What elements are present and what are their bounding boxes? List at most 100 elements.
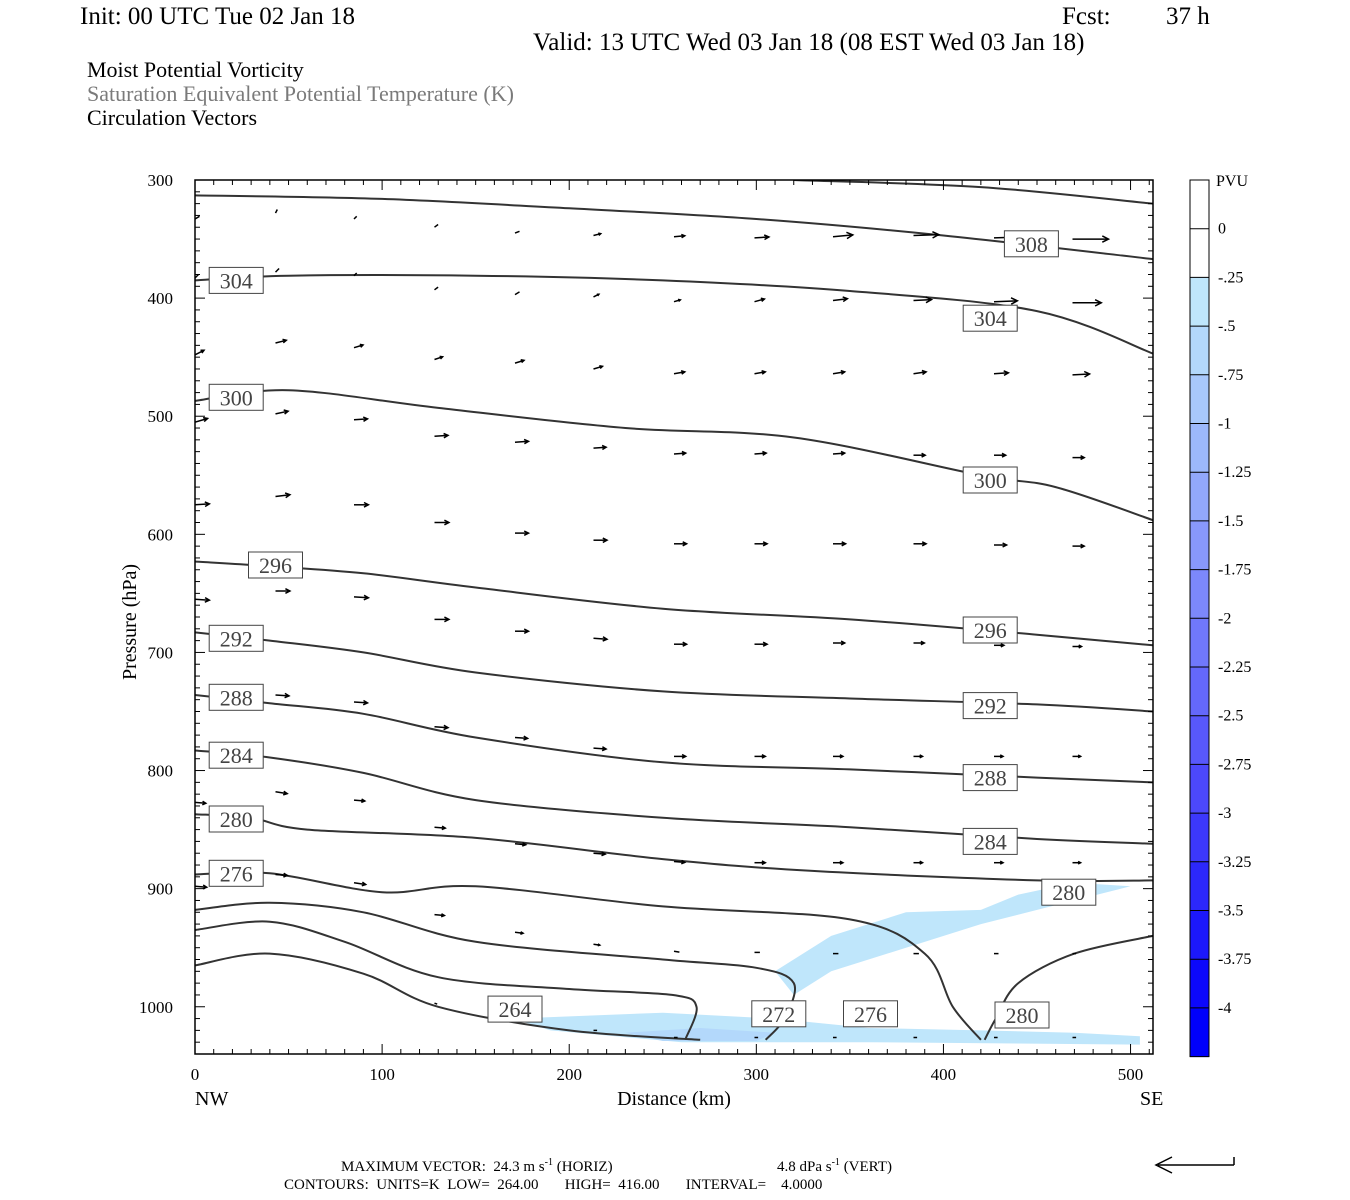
colorbar-swatch [1190,861,1209,911]
circulation-vector [514,438,531,445]
colorbar-units-label: PVU [1216,173,1248,190]
contour-268 [195,920,698,1041]
circulation-vector [913,640,926,646]
vector-head [200,349,206,354]
circulation-vector [515,530,531,536]
circulation-vector [353,272,358,277]
vector-head [1094,299,1103,307]
circulation-vector [593,636,609,642]
vector-head [444,519,451,526]
circulation-vector [994,754,1005,759]
vector-head [602,636,609,642]
vector-head [1080,543,1086,549]
circulation-vector [674,541,689,547]
vector-shaft [593,747,607,750]
vector-head [677,298,682,302]
contour-label: 292 [962,692,1018,720]
vector-head [601,851,607,857]
contour-304 [195,274,1153,355]
colorbar-swatch [1190,180,1209,230]
x-tick-label: 500 [1118,1065,1144,1084]
contour-272 [195,901,796,1041]
colorbar-level-label: -1.25 [1218,464,1251,481]
vector-head [284,692,291,699]
circulation-vector [754,641,769,647]
vector-shaft [275,410,289,415]
colorbar-level-label: -3.75 [1218,951,1251,968]
contour-label-text: 308 [1015,232,1048,257]
colorbar-level-label: -1.75 [1218,562,1251,579]
circulation-vector [353,798,367,804]
vector-head [362,416,370,422]
circulation-vector [754,234,771,241]
colorbar-swatch [1190,423,1209,473]
vector-head [520,359,526,364]
circulation-vector [434,223,439,228]
circulation-vector [593,444,608,451]
contour-label-box [248,551,303,579]
circulation-vector [754,297,766,303]
contour-label-text: 280 [1006,1003,1039,1028]
circulation-vector [593,746,608,752]
vector-shaft [1072,373,1090,376]
colorbar-level-label: -2.25 [1218,659,1251,676]
circulation-vector [674,753,688,759]
circulation-vector [754,541,769,547]
vector-shaft [754,298,765,303]
vector-shaft [195,598,210,601]
circulation-vector [593,293,601,298]
vector-shaft [275,791,288,795]
vector-shaft [353,272,358,277]
contour-label-text: 292 [220,626,253,651]
vector-head [842,296,850,303]
circulation-vector [754,860,767,866]
contour-label-box [208,859,264,887]
contour-308 [793,180,1153,205]
vector-shaft [593,637,608,640]
contour-label-text: 284 [974,829,1007,854]
max-vector-horiz-tag: (HORIZ) [556,1159,613,1175]
x-tick-label: 400 [931,1065,957,1084]
colorbar-swatch [1190,374,1209,424]
circulation-vector [434,519,451,526]
vector-shaft [195,417,208,423]
circulation-vector [673,859,687,865]
vector-head [202,800,208,806]
vector-head [681,753,688,759]
contour-264 [195,952,701,1041]
colorbar-level-label: -3 [1218,805,1231,822]
x-tick-label: 100 [369,1065,395,1084]
vector-shaft [993,300,1018,303]
circulation-vector [274,209,278,214]
y-tick-label: 300 [148,171,174,190]
contour-label-box [962,692,1018,720]
max-vector-vert-exponent: -1 [831,1157,840,1168]
vector-shaft [434,223,439,228]
contour-label-text: 304 [974,306,1007,331]
vector-head [932,231,941,239]
field-title-vectors: Circulation Vectors [87,105,258,130]
x-axis-label: Distance (km) [617,1088,731,1110]
vector-shaft [913,233,939,237]
colorbar-level-label: -.25 [1218,269,1243,286]
vector-head [761,860,767,866]
forecast-label: Fcst: [1062,3,1111,30]
contour-label: 280 [994,1001,1050,1029]
max-vector-horiz: 24.3 m s [493,1159,545,1175]
circulation-vector [274,267,280,273]
vector-head [359,343,365,348]
vector-head [1000,643,1006,648]
vector-shaft [754,452,767,455]
contour-label-text: 288 [974,766,1007,791]
vector-shaft [353,418,368,421]
colorbar-swatch [1190,1007,1209,1058]
contour-label-box [208,683,264,711]
vector-head [523,438,531,445]
colorbar-level-label: -2.75 [1218,756,1251,773]
contour-308 [195,194,1153,261]
vector-head [523,735,530,741]
circulation-vector [514,359,526,364]
vector-shaft [195,885,207,888]
vector-head [839,860,845,865]
vector-shaft [673,452,686,455]
